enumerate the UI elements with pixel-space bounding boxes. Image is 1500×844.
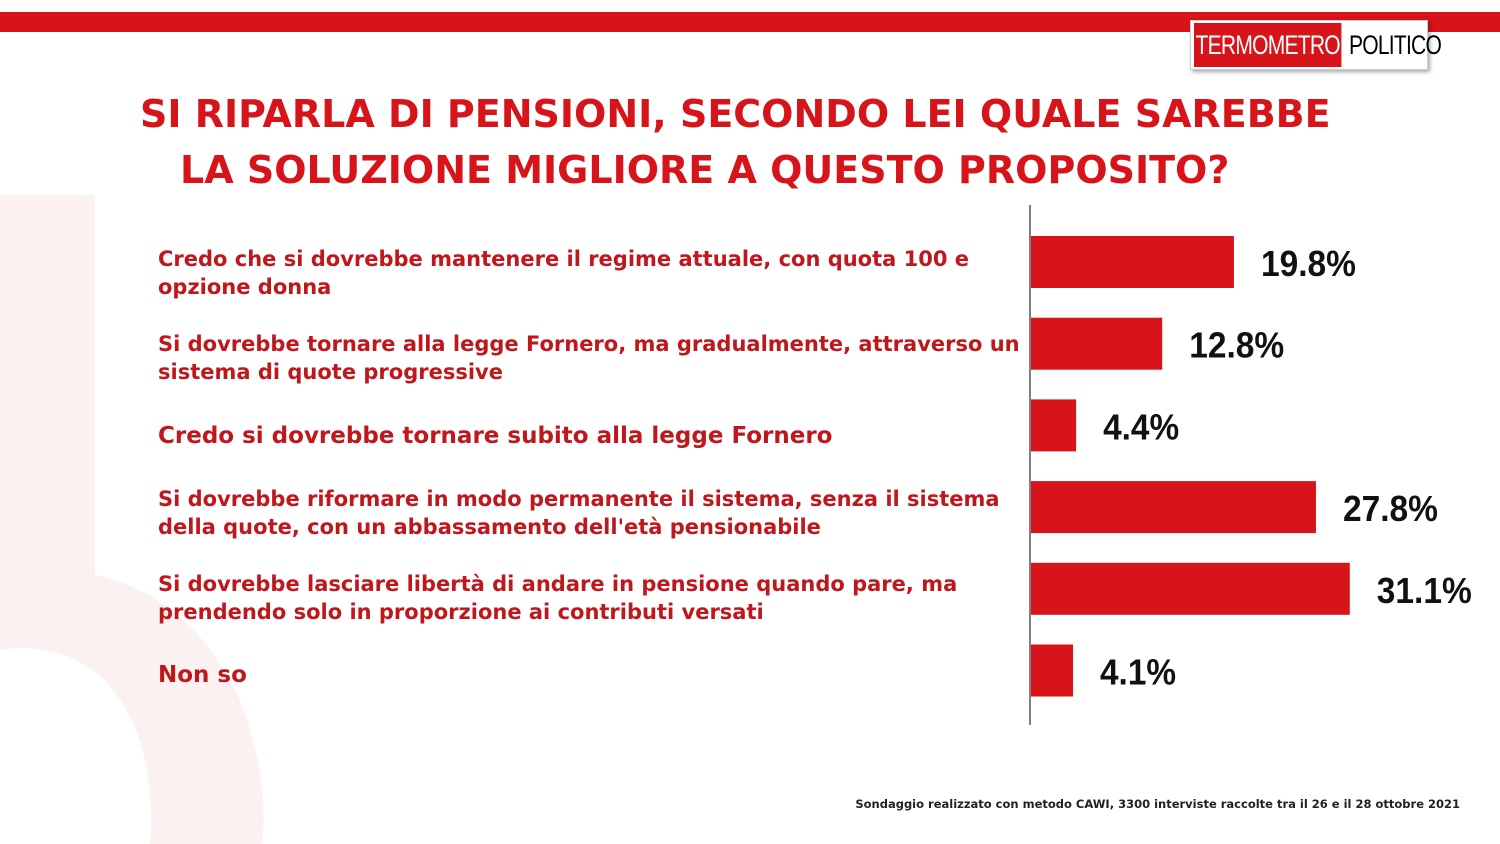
category-label: Si dovrebbe lasciare libertà di andare i… (158, 572, 958, 624)
bar (1031, 317, 1163, 370)
bar (1031, 562, 1350, 615)
chart-title-line-2: LA SOLUZIONE MIGLIORE A QUESTO PROPOSITO… (180, 148, 1230, 192)
bar (1031, 481, 1316, 534)
data-label: 12.8% (1189, 325, 1284, 366)
bar-chart: 19.8% 12.8%4.4% 27.8% 31.1% 4.1% (1029, 205, 1472, 725)
brand-logo-red-part: TERMOMETRO (1194, 23, 1342, 67)
data-label: 4.4% (1103, 406, 1179, 447)
background-logo-watermark (0, 180, 264, 844)
top-accent-stripe (0, 12, 1500, 32)
category-label: Si dovrebbe tornare alla legge Fornero, … (158, 332, 1020, 384)
data-label: 4.1% (1100, 652, 1176, 693)
data-label: 31.1% (1377, 570, 1472, 611)
source-note: Sondaggio realizzato con metodo CAWI, 33… (855, 797, 1460, 811)
category-label: Si dovrebbe riformare in modo permanente… (158, 487, 1000, 539)
data-label: 27.8% (1343, 488, 1438, 529)
bar (1031, 236, 1234, 288)
category-label: Non so (158, 662, 247, 688)
bar (1031, 644, 1074, 697)
category-label: Credo si dovrebbe tornare subito alla le… (158, 423, 833, 449)
data-label: 19.8% (1261, 243, 1356, 284)
brand-logo: TERMOMETRO POLITICO (1190, 20, 1442, 70)
bar (1031, 399, 1077, 452)
chart-title-line-1: SI RIPARLA DI PENSIONI, SECONDO LEI QUAL… (140, 92, 1331, 136)
brand-logo-black-part: POLITICO (1349, 29, 1442, 60)
chart-title: SI RIPARLA DI PENSIONI, SECONDO LEI QUAL… (140, 86, 1460, 198)
category-label: Credo che si dovrebbe mantenere il regim… (158, 247, 970, 299)
